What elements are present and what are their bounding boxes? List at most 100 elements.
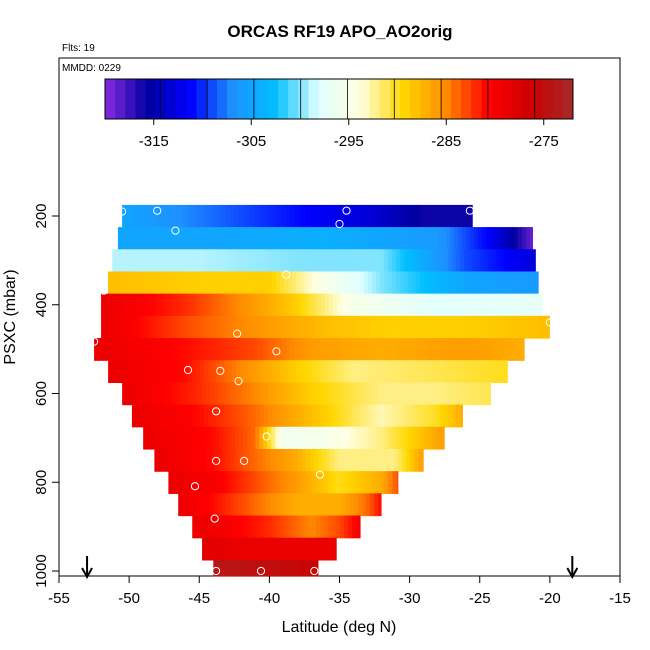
arrow-head (81, 567, 93, 580)
heatmap-cell (409, 293, 414, 317)
heatmap-cell (286, 204, 291, 228)
heatmap-cell (453, 227, 459, 250)
heatmap-cell (225, 315, 230, 339)
heatmap-cell (180, 249, 185, 273)
heatmap-cell (246, 493, 251, 517)
heatmap-cell (122, 382, 127, 406)
heatmap-cell (271, 404, 277, 428)
heatmap-cell (272, 271, 277, 295)
heatmap-cell (268, 271, 273, 295)
heatmap-cell (285, 559, 290, 577)
heatmap-cell (193, 293, 198, 317)
heatmap-cell (330, 537, 335, 561)
heatmap-cell (228, 249, 233, 273)
heatmap-cell (425, 293, 430, 317)
heatmap-cell (325, 315, 330, 339)
heatmap-cell (319, 404, 325, 428)
heatmap-cell (181, 227, 187, 250)
heatmap-cell (125, 227, 131, 250)
heatmap-cell (374, 493, 379, 517)
heatmap-cell (230, 448, 235, 472)
heatmap-cell (208, 471, 213, 494)
heatmap-cell (278, 448, 283, 472)
heatmap-cell (408, 271, 413, 295)
heatmap-cell (273, 227, 279, 250)
arrow-marker (566, 556, 579, 580)
heatmap-cell (348, 360, 353, 384)
heatmap-cell (517, 293, 522, 317)
heatmap-cell (456, 360, 461, 384)
heatmap-cell (219, 404, 225, 428)
heatmap-cell (204, 249, 209, 273)
heatmap-cell (340, 360, 345, 384)
heatmap-cell (158, 382, 163, 406)
heatmap-cell (254, 493, 259, 517)
heatmap-cell (224, 249, 229, 273)
heatmap-cell (254, 382, 259, 406)
colorbar-segment (379, 79, 391, 119)
heatmap-cell (164, 271, 169, 295)
heatmap-cell (222, 493, 227, 517)
heatmap-band (213, 559, 319, 577)
heatmap-cell (198, 448, 203, 472)
heatmap-cell (226, 448, 231, 472)
heatmap-cell (208, 249, 213, 273)
heatmap-cell (130, 382, 135, 406)
heatmap-cell (376, 360, 381, 384)
heatmap-cell (266, 537, 271, 561)
heatmap-cell (445, 293, 450, 317)
heatmap-cell (331, 426, 336, 450)
heatmap-cell (334, 493, 339, 517)
heatmap-cell (437, 293, 442, 317)
heatmap-cell (376, 271, 381, 295)
heatmap-cell (473, 293, 478, 317)
heatmap-cell (204, 471, 209, 494)
heatmap-cell (256, 515, 261, 539)
heatmap-cell (382, 448, 387, 472)
heatmap-cell (313, 227, 319, 250)
heatmap-cell (108, 271, 113, 295)
heatmap-cell (145, 293, 150, 317)
heatmap-cell (439, 426, 444, 450)
heatmap-cell (378, 338, 383, 361)
heatmap-cell (148, 271, 153, 295)
heatmap-cell (182, 338, 187, 361)
heatmap-cell (184, 471, 189, 494)
heatmap-cell (481, 227, 487, 250)
data-point (465, 206, 474, 215)
heatmap-cell (270, 448, 275, 472)
heatmap-cell (279, 404, 285, 428)
heatmap-cell (461, 293, 466, 317)
heatmap-cell (460, 360, 465, 384)
heatmap-cell (179, 404, 185, 428)
heatmap-cell (367, 404, 373, 428)
heatmap-cell (161, 315, 166, 339)
heatmap-cell (459, 404, 463, 428)
heatmap-cell (280, 515, 285, 539)
heatmap-cell (541, 293, 543, 317)
heatmap-cell (310, 382, 315, 406)
heatmap-cell (198, 493, 203, 517)
heatmap-cell (202, 204, 207, 228)
heatmap-cell (302, 537, 307, 561)
heatmap-cell (305, 293, 310, 317)
heatmap-band (202, 537, 337, 561)
heatmap-cell (360, 249, 365, 273)
heatmap-cell (424, 360, 429, 384)
heatmap-cell (112, 360, 117, 384)
heatmap-cell (420, 360, 425, 384)
heatmap-cell (420, 249, 425, 273)
heatmap-cell (350, 448, 355, 472)
heatmap-cell (210, 338, 215, 361)
heatmap-cell (398, 338, 403, 361)
heatmap-cell (300, 271, 305, 295)
heatmap-cell (264, 471, 269, 494)
heatmap-cell (418, 382, 423, 406)
heatmap-cell (481, 315, 486, 339)
heatmap-cell (379, 426, 384, 450)
heatmap-cell (464, 360, 469, 384)
heatmap-cell (408, 360, 413, 384)
heatmap-cell (390, 382, 395, 406)
heatmap-cell (513, 227, 519, 250)
colorbar-segment (461, 79, 472, 119)
